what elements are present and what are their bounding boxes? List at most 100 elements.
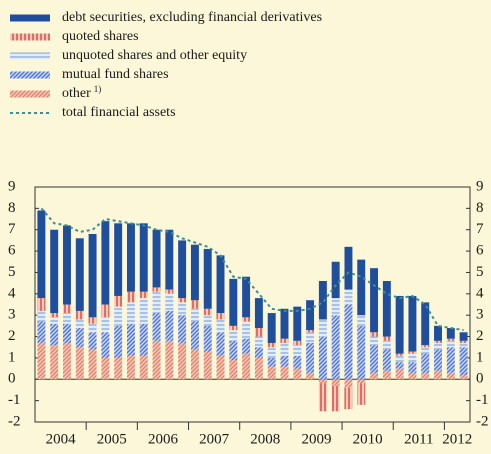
bar-segment bbox=[114, 223, 123, 296]
bar-segment bbox=[382, 370, 391, 380]
bar-segment bbox=[459, 332, 468, 341]
bar-segment bbox=[395, 362, 404, 369]
bar-segment bbox=[126, 302, 135, 324]
bar-segment bbox=[370, 336, 379, 346]
bar-segment bbox=[434, 349, 442, 371]
y-tick-label: 5 bbox=[8, 264, 16, 280]
bar-segment bbox=[178, 240, 187, 299]
legend-label: debt securities, excluding financial der… bbox=[62, 10, 322, 25]
bar-segment bbox=[114, 295, 123, 307]
bar-segment bbox=[203, 351, 212, 380]
bar-segment bbox=[267, 342, 276, 348]
bar-segment bbox=[75, 319, 84, 328]
bar-segment bbox=[293, 345, 302, 356]
bar-segment bbox=[37, 298, 46, 311]
bar-segment bbox=[242, 321, 251, 339]
y-tick-label-right: 6 bbox=[476, 243, 484, 259]
bar-segment bbox=[331, 379, 340, 386]
bar-segment bbox=[203, 325, 212, 352]
bar-segment bbox=[139, 291, 148, 299]
y-tick-label-right: -1 bbox=[476, 392, 489, 408]
bar-segment bbox=[178, 302, 187, 316]
y-tick-label: -2 bbox=[8, 413, 21, 429]
bar-segment bbox=[190, 321, 199, 350]
bar-segment bbox=[50, 323, 59, 346]
x-tick-label: 2005 bbox=[97, 431, 127, 447]
bar-segment bbox=[50, 313, 59, 318]
bar-segment bbox=[165, 293, 174, 311]
bar-segment bbox=[344, 387, 353, 410]
bar-segment bbox=[190, 300, 199, 309]
y-tick-label-right: 5 bbox=[476, 264, 484, 280]
bar-segment bbox=[331, 298, 340, 316]
bar-segment bbox=[152, 229, 161, 288]
legend-swatch bbox=[10, 33, 50, 41]
bar-segment bbox=[280, 342, 289, 356]
bar-segment bbox=[280, 308, 289, 339]
bar-segment bbox=[434, 325, 442, 341]
bar-segment bbox=[203, 308, 212, 316]
bar-segment bbox=[344, 304, 353, 380]
bar-segment bbox=[267, 357, 276, 367]
y-tick-label: 2 bbox=[8, 328, 16, 344]
bar-segment bbox=[344, 246, 353, 290]
bar-segment bbox=[178, 342, 187, 380]
bar-segment bbox=[101, 317, 110, 333]
bar-segment bbox=[408, 372, 417, 380]
legend-swatch bbox=[10, 14, 50, 22]
bar-segment bbox=[165, 289, 174, 294]
bar-segment bbox=[306, 330, 315, 333]
bar-segment bbox=[254, 357, 263, 380]
bar-segment bbox=[75, 238, 84, 311]
bar-segment bbox=[293, 355, 302, 369]
y-tick-label: 1 bbox=[8, 349, 16, 365]
bar-segment bbox=[242, 276, 251, 318]
bar-segment bbox=[126, 223, 135, 292]
y-tick-label-right: 2 bbox=[476, 328, 484, 344]
bar-segment bbox=[459, 342, 468, 348]
bar-segment bbox=[306, 342, 315, 373]
bar-segment bbox=[293, 340, 302, 346]
bar-segment bbox=[382, 340, 391, 350]
bar-segment bbox=[254, 336, 263, 348]
bar-segment bbox=[178, 315, 187, 343]
bar-segment bbox=[88, 234, 97, 318]
y-tick-label: 8 bbox=[8, 200, 16, 216]
bar-segment bbox=[139, 223, 148, 292]
bar-segment bbox=[242, 338, 251, 354]
bar-segment bbox=[395, 368, 404, 380]
bar-segment bbox=[434, 342, 442, 350]
bar-segment bbox=[37, 342, 46, 380]
bar-segment bbox=[101, 304, 110, 318]
bar-segment bbox=[370, 372, 379, 380]
bar-segment bbox=[370, 332, 379, 337]
bar-segment bbox=[242, 353, 251, 380]
bar-segment bbox=[190, 244, 199, 301]
bar-segment bbox=[446, 347, 455, 373]
x-tick-label: 2012 bbox=[442, 431, 472, 447]
bar-segment bbox=[459, 375, 468, 380]
bar-segment bbox=[459, 340, 468, 343]
bar-segment bbox=[152, 313, 161, 341]
y-tick-label: 6 bbox=[8, 243, 16, 259]
bar-segment bbox=[37, 321, 46, 343]
bar-segment bbox=[459, 347, 468, 375]
bar-segment bbox=[254, 328, 263, 337]
y-tick-label-right: 8 bbox=[476, 200, 484, 216]
total-line bbox=[40, 207, 464, 332]
bar-segment bbox=[216, 332, 225, 356]
bar-segment bbox=[382, 336, 391, 341]
bar-segment bbox=[50, 345, 59, 380]
bar-segment bbox=[165, 310, 174, 341]
bar-segment bbox=[126, 323, 135, 356]
bar-segment bbox=[408, 351, 417, 354]
bar-segment bbox=[152, 287, 161, 292]
bar-segment bbox=[395, 353, 404, 356]
bar-segment bbox=[126, 355, 135, 380]
bar-segment bbox=[280, 338, 289, 343]
bar-segment bbox=[421, 347, 430, 354]
bar-segment bbox=[75, 328, 84, 348]
bar-segment bbox=[434, 340, 442, 343]
legend-label: total financial assets bbox=[62, 105, 176, 120]
y-tick-label-right: -2 bbox=[476, 413, 489, 429]
